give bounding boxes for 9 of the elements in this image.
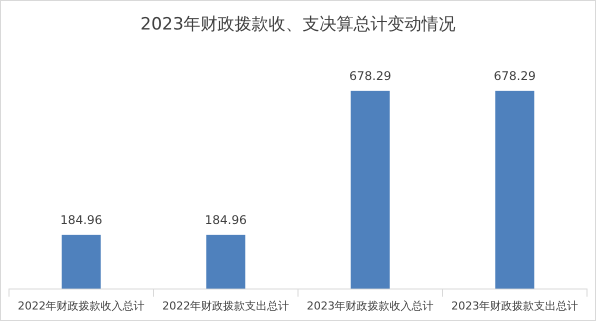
data-label: 184.96 (204, 212, 247, 227)
x-tick-label: 2022年财政拨款支出总计 (162, 299, 290, 312)
data-label: 678.29 (349, 69, 392, 84)
x-tick-label: 2022年财政拨款收入总计 (18, 299, 145, 312)
chart-title: 2023年财政拨款收、支决算总计变动情况 (140, 14, 456, 35)
x-tick-label: 2023年财政拨款收入总计 (306, 299, 434, 312)
x-tick-label: 2023年财政拨款支出总计 (451, 299, 578, 312)
data-label: 184.96 (60, 212, 102, 227)
data-label: 678.29 (494, 69, 536, 84)
